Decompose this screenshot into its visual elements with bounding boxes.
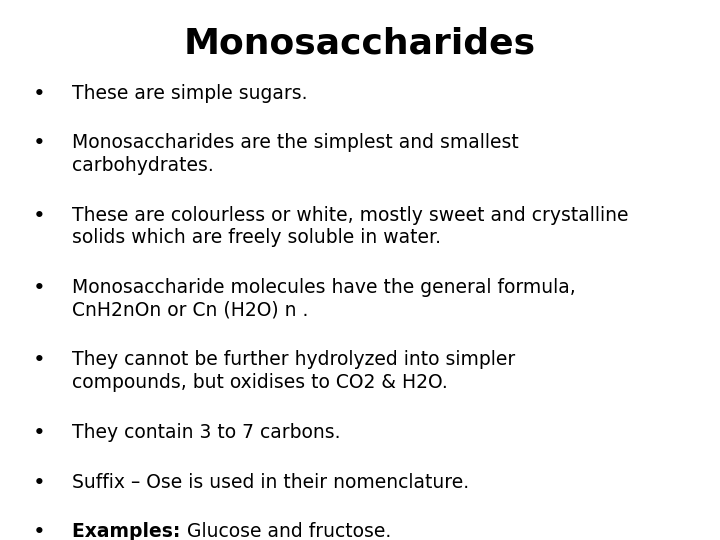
- Text: •: •: [33, 522, 46, 540]
- Text: Monosaccharides: Monosaccharides: [184, 27, 536, 61]
- Text: These are colourless or white, mostly sweet and crystalline: These are colourless or white, mostly sw…: [72, 206, 629, 225]
- Text: They contain 3 to 7 carbons.: They contain 3 to 7 carbons.: [72, 423, 341, 442]
- Text: •: •: [33, 133, 46, 153]
- Text: •: •: [33, 278, 46, 298]
- Text: Monosaccharide molecules have the general formula,: Monosaccharide molecules have the genera…: [72, 278, 576, 297]
- Text: •: •: [33, 423, 46, 443]
- Text: Monosaccharides are the simplest and smallest: Monosaccharides are the simplest and sma…: [72, 133, 518, 152]
- Text: Suffix – Ose is used in their nomenclature.: Suffix – Ose is used in their nomenclatu…: [72, 472, 469, 491]
- Text: Glucose and fructose.: Glucose and fructose.: [187, 522, 391, 540]
- Text: solids which are freely soluble in water.: solids which are freely soluble in water…: [72, 228, 441, 247]
- Text: •: •: [33, 350, 46, 370]
- Text: •: •: [33, 84, 46, 104]
- Text: •: •: [33, 206, 46, 226]
- Text: •: •: [33, 472, 46, 492]
- Text: carbohydrates.: carbohydrates.: [72, 156, 214, 175]
- Text: These are simple sugars.: These are simple sugars.: [72, 84, 307, 103]
- Text: Examples:: Examples:: [72, 522, 187, 540]
- Text: CnH2nOn or Cn (H2O) n .: CnH2nOn or Cn (H2O) n .: [72, 301, 308, 320]
- Text: compounds, but oxidises to CO2 & H2O.: compounds, but oxidises to CO2 & H2O.: [72, 373, 448, 392]
- Text: They cannot be further hydrolyzed into simpler: They cannot be further hydrolyzed into s…: [72, 350, 516, 369]
